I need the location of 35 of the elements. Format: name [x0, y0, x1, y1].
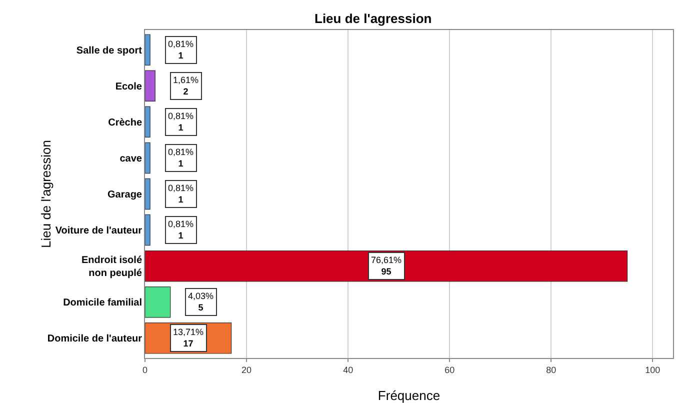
- y-tick-label: Ecole: [115, 81, 142, 92]
- x-tick-label: 100: [645, 364, 660, 375]
- x-axis-title: Fréquence: [378, 388, 440, 403]
- bar: [145, 106, 150, 138]
- data-label: 1,61% 2: [173, 75, 199, 97]
- x-tick-label: 80: [546, 364, 556, 375]
- y-tick-label: Voiture de l'auteur: [55, 226, 142, 237]
- data-label: 4,03% 5: [188, 291, 214, 313]
- data-label: 0,81% 1: [168, 183, 194, 205]
- data-label: 0,81% 1: [168, 147, 194, 169]
- y-tick-label: cave: [120, 153, 142, 164]
- y-tick-label: Domicile familial: [63, 298, 142, 309]
- data-label: 0,81% 1: [168, 111, 194, 133]
- bar: [145, 286, 171, 318]
- y-tick-label: Salle de sport: [76, 45, 143, 56]
- y-tick-label: Endroit isolé non peuplé: [81, 255, 142, 280]
- data-label: 76,61% 95: [371, 255, 402, 277]
- bar: [145, 178, 150, 210]
- x-tick-label: 0: [142, 364, 148, 375]
- bar: [145, 250, 628, 282]
- x-tick-label: 60: [444, 364, 455, 375]
- data-label: 0,81% 1: [168, 219, 194, 241]
- x-tick-label: 40: [343, 364, 354, 375]
- bar: [145, 34, 150, 66]
- bar: [145, 214, 150, 246]
- data-label: 13,71% 17: [173, 327, 204, 349]
- data-label: 0,81% 1: [168, 39, 194, 61]
- bar: [145, 142, 150, 174]
- y-tick-label: Crèche: [108, 117, 142, 128]
- chart-title: Lieu de l'agression: [314, 11, 432, 26]
- y-tick-label: Garage: [108, 190, 142, 200]
- y-tick-label: Domicile de l'auteur: [47, 334, 142, 345]
- y-axis-title: Lieu de l'agression: [38, 140, 54, 248]
- x-tick-label: 20: [242, 364, 252, 375]
- bar: [145, 70, 156, 102]
